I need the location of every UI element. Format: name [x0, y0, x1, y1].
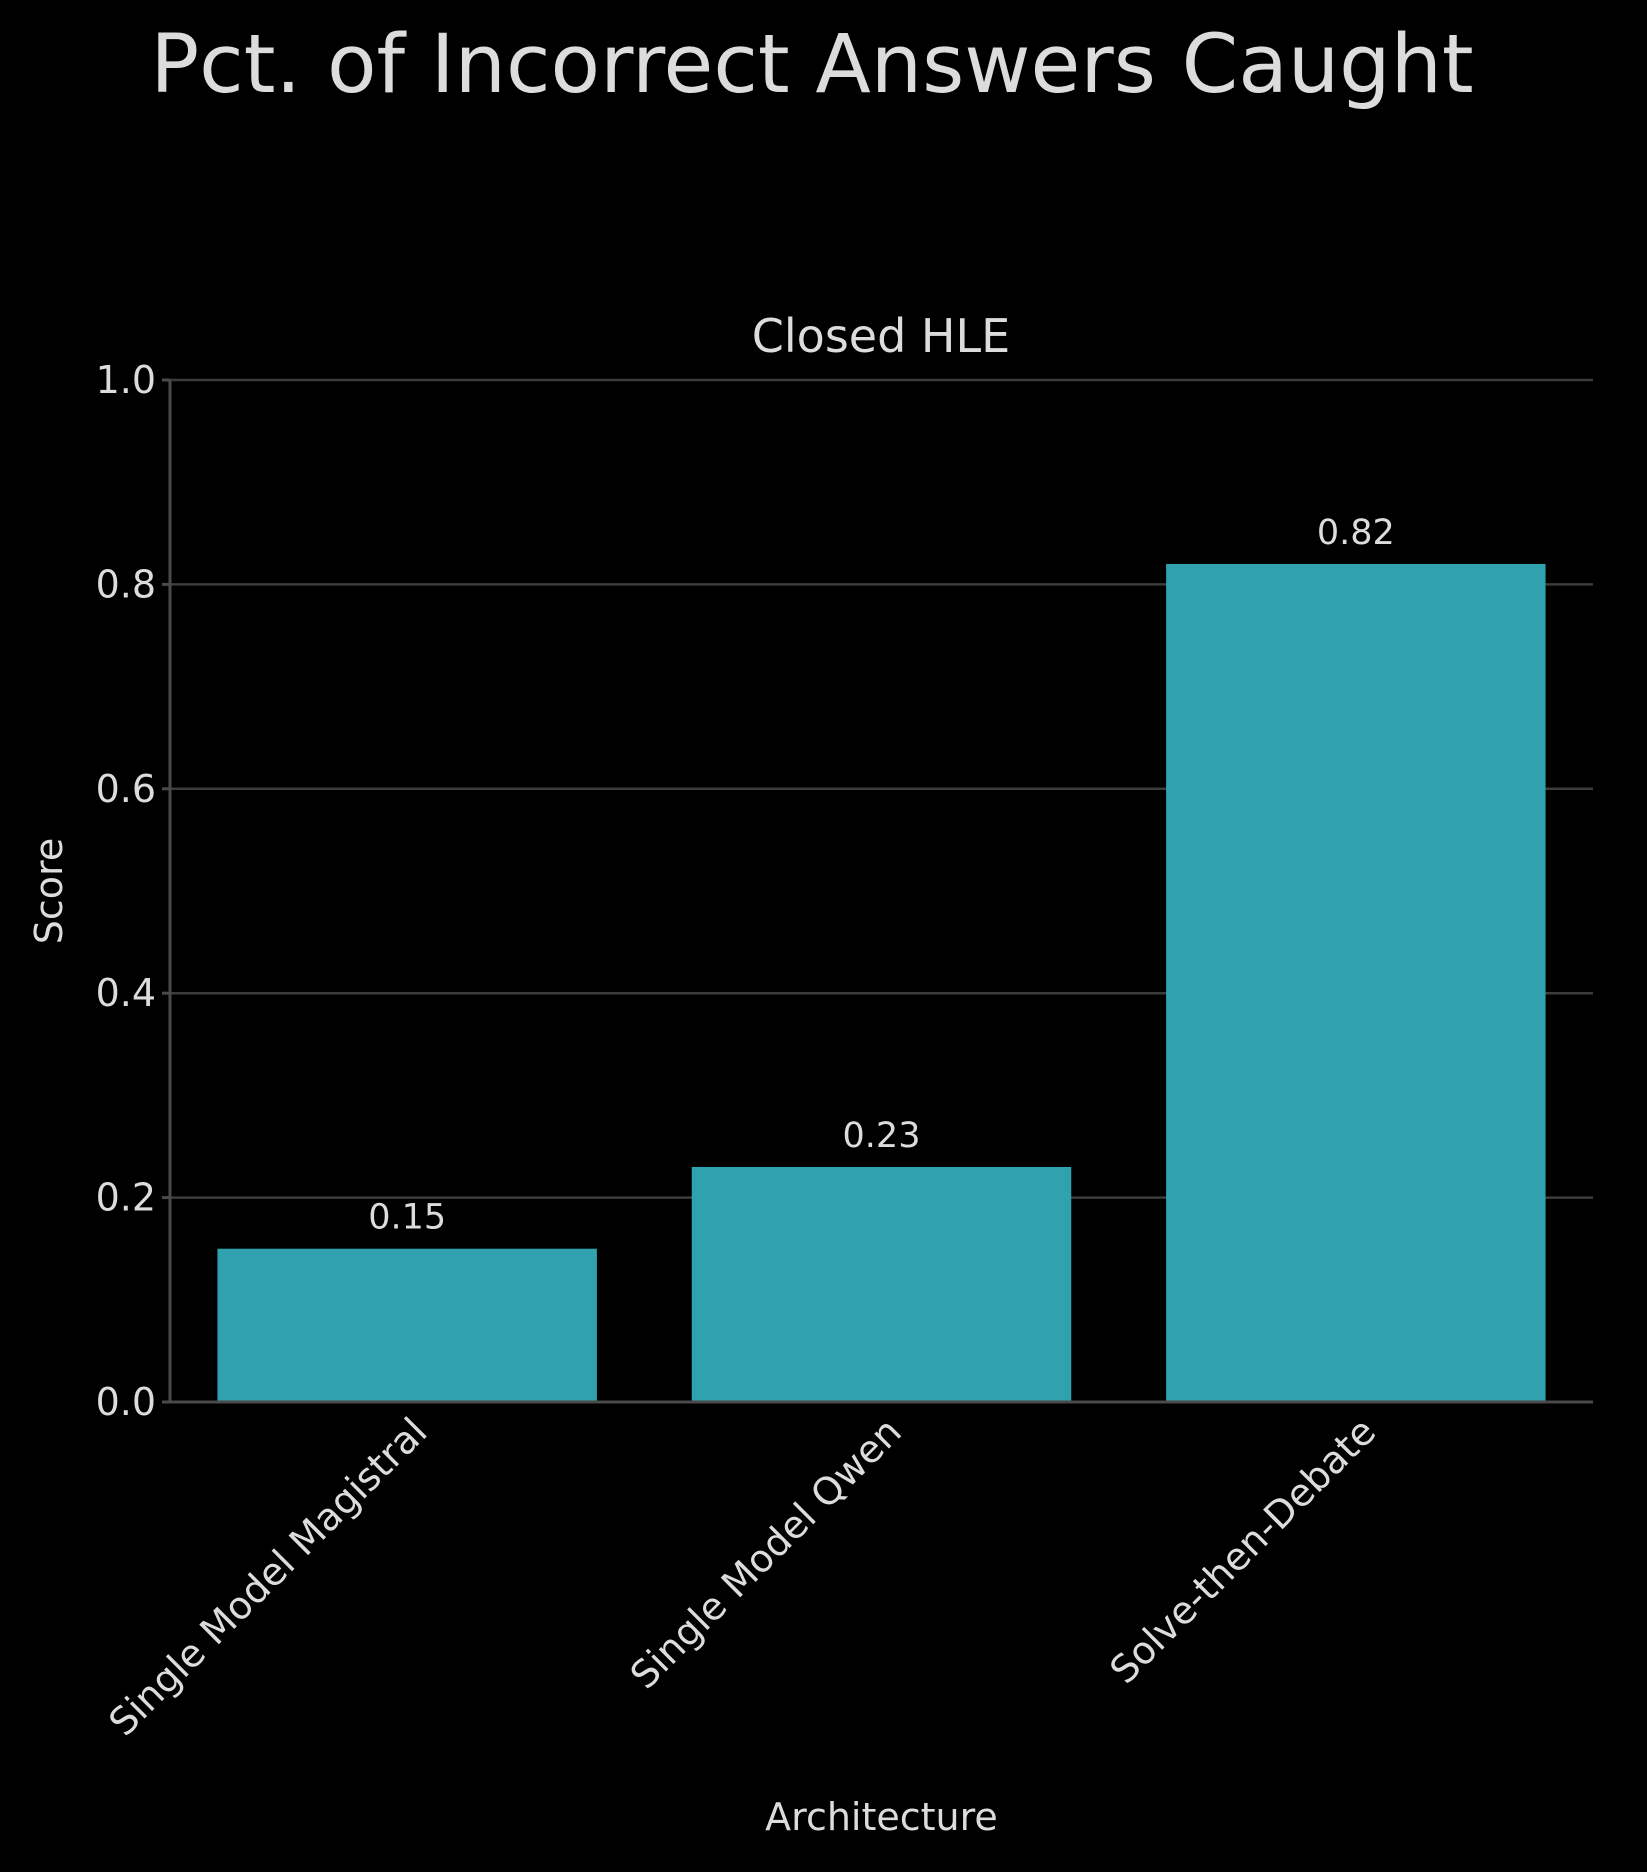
- data-label: 0.15: [368, 1198, 446, 1238]
- y-tick-label: 1.0: [96, 358, 156, 402]
- y-axis-ticks: 0.0 0.2 0.4 0.6 0.8 1.0: [96, 358, 170, 1424]
- y-tick-label: 0.8: [96, 562, 156, 606]
- figure-title: Pct. of Incorrect Answers Caught: [150, 18, 1473, 112]
- y-axis-label: Score: [27, 838, 71, 944]
- y-tick-label: 0.4: [96, 971, 156, 1015]
- bar: [691, 1166, 1072, 1402]
- y-tick-label: 0.6: [96, 767, 156, 811]
- x-axis-label: Architecture: [765, 1795, 998, 1839]
- y-tick-label: 0.0: [96, 1380, 156, 1424]
- bar: [217, 1248, 597, 1402]
- data-labels: 0.15 0.23 0.82: [368, 513, 1395, 1238]
- bar: [1166, 563, 1546, 1402]
- y-tick-label: 0.2: [96, 1176, 156, 1220]
- bars: [217, 563, 1546, 1402]
- chart-title: Closed HLE: [752, 309, 1010, 363]
- data-label: 0.23: [843, 1116, 921, 1156]
- data-label: 0.82: [1317, 513, 1395, 553]
